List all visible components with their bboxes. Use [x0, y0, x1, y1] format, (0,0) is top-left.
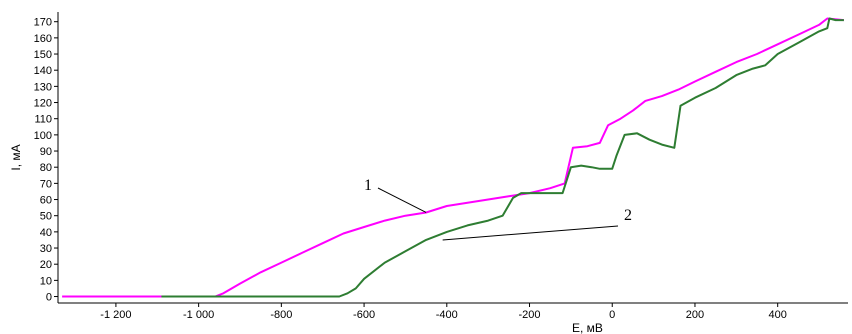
annotation-label-1: 1: [364, 177, 372, 194]
y-tick-label: 140: [34, 65, 52, 77]
y-tick-label: 120: [34, 98, 52, 110]
x-tick-label: -400: [436, 309, 458, 321]
x-axis-label: E, мВ: [572, 321, 603, 334]
x-tick-label: -600: [353, 309, 375, 321]
series-line-2: [161, 17, 844, 298]
x-tick-label: -200: [519, 309, 541, 321]
axes: [57, 12, 848, 304]
y-tick-label: 40: [40, 227, 52, 239]
y-axis-label: I, мА: [9, 144, 23, 170]
annotation-leader-1: [377, 187, 427, 213]
x-tick-label: 200: [686, 309, 704, 321]
y-tick-label: 30: [40, 243, 52, 255]
ticks: 0102030405060708090100110120130140150160…: [34, 17, 787, 321]
y-tick-label: 10: [40, 275, 52, 287]
y-tick-label: 110: [34, 114, 52, 126]
y-tick-label: 150: [34, 49, 52, 61]
y-tick-label: 130: [34, 81, 52, 93]
x-tick-label: -1 000: [183, 309, 214, 321]
series-layer: [62, 17, 844, 298]
x-tick-label: 0: [609, 309, 615, 321]
y-tick-label: 160: [34, 33, 52, 45]
y-tick-label: 70: [40, 178, 52, 190]
y-tick-label: 90: [40, 146, 52, 158]
x-tick-label: 400: [769, 309, 787, 321]
y-tick-label: 0: [46, 292, 52, 304]
y-tick-label: 100: [34, 130, 52, 142]
annotations: 12: [364, 177, 632, 241]
y-tick-label: 60: [40, 195, 52, 207]
annotation-leader-2: [442, 225, 619, 241]
x-tick-label: -800: [270, 309, 292, 321]
y-tick-label: 50: [40, 211, 52, 223]
y-tick-label: 80: [40, 162, 52, 174]
x-tick-label: -1 200: [100, 309, 131, 321]
y-tick-label: 20: [40, 259, 52, 271]
y-tick-label: 170: [34, 17, 52, 29]
annotation-label-2: 2: [624, 207, 632, 224]
series-line-1: [62, 17, 844, 298]
